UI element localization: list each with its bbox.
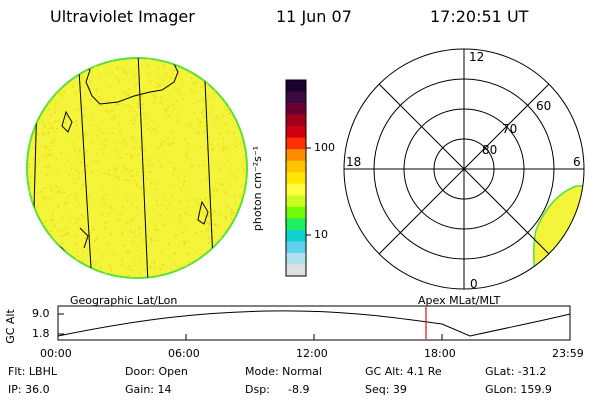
colorbar-band	[286, 172, 306, 185]
dsp-value: -8.9	[288, 383, 310, 396]
colorbar-band	[286, 218, 306, 231]
colorbar-band	[286, 252, 306, 265]
altitude-right-title: Apex MLat/MLT	[418, 294, 501, 307]
altitude-ytick-low: 1.8	[32, 327, 50, 340]
gain-info: Gain: 14	[125, 383, 172, 396]
gc-alt-info: GC Alt: 4.1 Re	[365, 365, 442, 378]
date-label: 11 Jun 07	[276, 7, 352, 26]
altitude-xtick-1: 06:00	[168, 347, 200, 360]
altitude-plot	[57, 305, 571, 341]
lat-label-60: 60	[536, 99, 551, 113]
polar-auroral-region	[533, 185, 584, 289]
colorbar-frame	[285, 79, 307, 277]
polar-plot: 12 0 18 6 80 70 60	[343, 48, 585, 291]
lat-label-80: 80	[482, 143, 497, 157]
altitude-xtick-4: 23:59	[552, 347, 584, 360]
colorbar-band	[286, 183, 306, 196]
altitude-curve	[57, 310, 571, 337]
colorbar-tick-label-high: 100	[314, 141, 335, 154]
lat-label-70: 70	[502, 122, 517, 136]
colorbar	[285, 79, 311, 277]
polar-grid	[343, 48, 585, 290]
time-label: 17:20:51 UT	[430, 7, 529, 26]
door-info: Door: Open	[125, 365, 188, 378]
colorbar-band	[286, 229, 306, 242]
mlt-label-bottom: 0	[470, 277, 478, 291]
ip-info: IP: 36.0	[8, 383, 50, 396]
seq-info: Seq: 39	[365, 383, 407, 396]
mlt-label-top: 12	[469, 50, 484, 64]
colorbar-tick-label-low: 10	[314, 228, 328, 241]
glon-info: GLon: 159.9	[485, 383, 552, 396]
colorbar-band	[286, 80, 306, 93]
colorbar-band	[286, 264, 306, 277]
altitude-left-title: Geographic Lat/Lon	[70, 294, 178, 307]
colorbar-band	[286, 241, 306, 254]
colorbar-band	[286, 126, 306, 139]
flt-info: Flt: LBHL	[8, 365, 57, 378]
colorbar-band	[286, 160, 306, 173]
mlt-label-left: 18	[346, 155, 361, 169]
altitude-xtick-2: 12:00	[296, 347, 328, 360]
altitude-ytick-high: 9.0	[32, 307, 50, 320]
altitude-xtick-3: 18:00	[424, 347, 456, 360]
glat-info: GLat: -31.2	[485, 365, 547, 378]
colorbar-band	[286, 149, 306, 162]
mode-info: Mode: Normal	[245, 365, 322, 378]
altitude-xtick-0: 00:00	[40, 347, 72, 360]
colorbar-band	[286, 195, 306, 208]
colorbar-unit-label: photon cm⁻²s⁻¹	[251, 145, 265, 232]
colorbar-band	[286, 103, 306, 116]
dsp-label: Dsp:	[245, 383, 270, 396]
mlt-label-right: 6	[573, 155, 581, 169]
instrument-title: Ultraviolet Imager	[50, 7, 195, 26]
colorbar-band	[286, 137, 306, 150]
colorbar-band	[286, 114, 306, 127]
mlt-line-diag2	[378, 83, 550, 255]
colorbar-band	[286, 91, 306, 104]
colorbar-band	[286, 206, 306, 219]
colorbar-bands	[286, 80, 306, 277]
earth-uv-image	[26, 57, 248, 279]
altitude-xticks	[185, 334, 443, 340]
altitude-ylabel: GC Alt	[3, 309, 17, 344]
